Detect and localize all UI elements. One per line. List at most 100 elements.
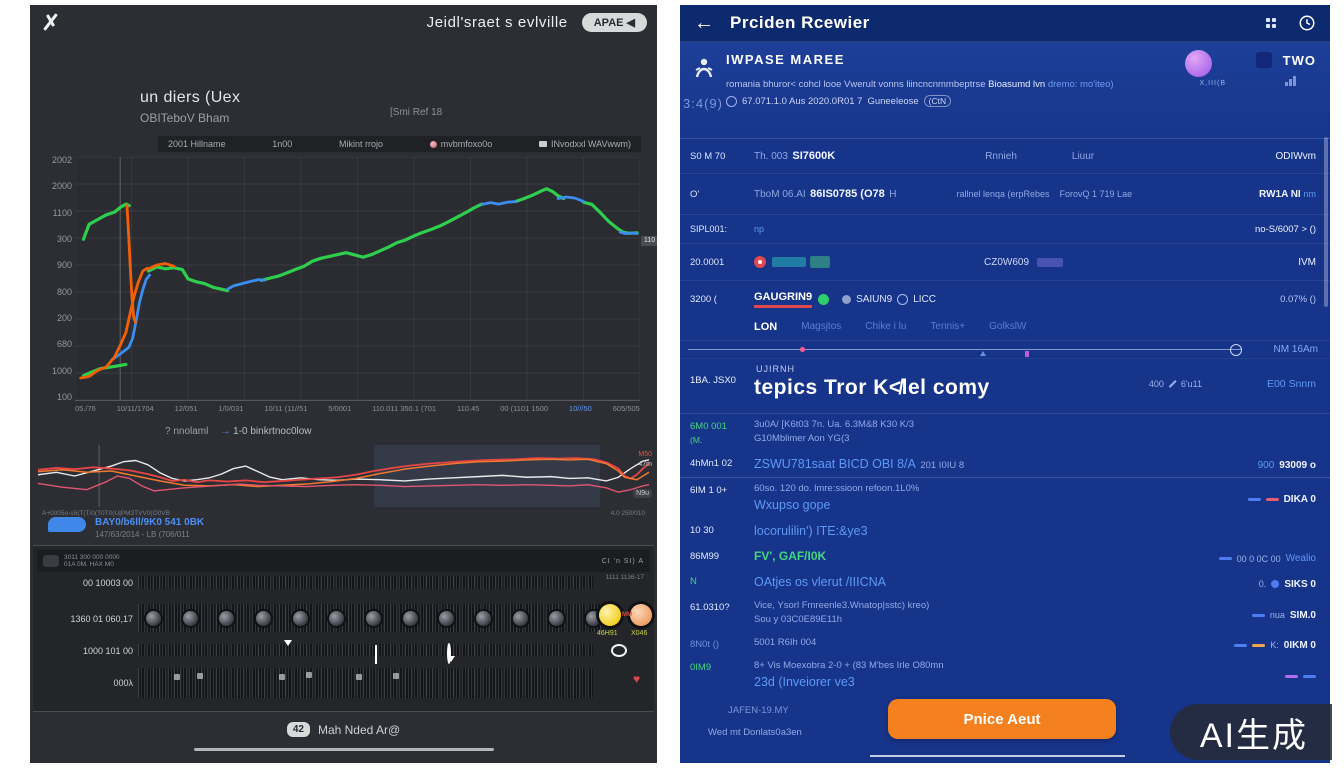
home-indicator[interactable] (193, 748, 494, 751)
sparkline-green (810, 256, 830, 268)
ai-generated-watermark: AI生成 (1169, 704, 1332, 760)
triangle-marker-icon[interactable] (283, 640, 292, 664)
track-2[interactable] (138, 604, 609, 632)
right-header: ← Prciden Rcewier (680, 5, 1330, 42)
yellow-knob-button[interactable] (599, 604, 621, 626)
eye-icon[interactable] (611, 644, 627, 657)
info-row-channels[interactable]: 3200 ( GAUGRIN9 SAIUN9 LICC 0.07% () (680, 281, 1330, 317)
avatar[interactable] (1185, 50, 1212, 77)
history-slider[interactable]: NM 16Am (680, 341, 1330, 359)
count-badge: 42 (286, 722, 310, 737)
mini-bar-blue (1234, 643, 1248, 647)
timeline-header-line2: 01A 0M. HAX M0 (64, 561, 114, 568)
info-row-sparkline[interactable]: 20.0001 CZ0W609 IVM (680, 244, 1330, 281)
charting-app-panel: Jeidl'sraet s evlville APAE ◀ un diers (… (30, 5, 657, 763)
timeline-header-tools[interactable]: CI 'n SI) A (601, 557, 644, 565)
diamond-marker-icon[interactable] (374, 645, 377, 664)
track-label-3: 1000 101 00 (82, 646, 133, 656)
slider-label: NM 16Am (1273, 344, 1318, 355)
toolbar-item-style[interactable]: Mikint rrojo (338, 139, 383, 149)
bookmark-icon[interactable] (1256, 52, 1272, 68)
history-clock-icon[interactable] (1298, 14, 1316, 32)
track-3[interactable] (138, 640, 593, 664)
track-label-2: 1360 01 060,17 (70, 614, 133, 624)
detail-link[interactable]: OAtjes os vlerut /IIICNA (754, 575, 886, 590)
green-status-dot (818, 293, 830, 305)
tab-golkslw[interactable]: GolkslW (989, 321, 1027, 332)
mini-bar-orange (1252, 643, 1266, 647)
price-headline: tepics Tror K≮lel comy (754, 376, 990, 399)
pickaxe-icon[interactable] (40, 12, 60, 32)
chart-toolbar: 2001 Hillname 1n00 Mikint rrojo mvbmfoxo… (158, 136, 641, 152)
clip-dot-icon (197, 673, 204, 679)
toolbar-item-indicator[interactable]: mvbmfoxo0o (429, 139, 492, 149)
mini-bar-blue (1303, 675, 1316, 679)
pen-icon[interactable] (1168, 380, 1177, 388)
chart-ref-label: [Smi Ref 18 (390, 107, 443, 118)
playhead-icon[interactable] (447, 656, 456, 680)
description-link[interactable]: dremo: mo'iteo) (1047, 79, 1114, 90)
knob-icon (182, 610, 198, 626)
yellow-knob-label: 46H91 (597, 630, 618, 637)
footer-note-2: Wed mt Donlats0a3en (708, 727, 802, 738)
price-chart-canvas (75, 157, 640, 400)
toolbar-item-range[interactable]: 2001 Hillname (168, 139, 226, 149)
detail-link[interactable]: 23d (Inveiorer ve3 (754, 674, 855, 689)
orange-knob-label: X046 (631, 630, 648, 637)
apps-grid-icon[interactable] (1266, 18, 1276, 28)
price-alert-button[interactable]: Pnice Aeut (888, 699, 1116, 739)
product-summary[interactable]: 3:4(9) IWPASE MAREE romania bhuror< cohc… (680, 42, 1330, 139)
clip-dot-icon (306, 672, 313, 678)
avatar-dot-icon (842, 294, 852, 304)
legend-item-b[interactable]: 1-0 binkrtnoc0low (233, 426, 312, 437)
product-name: IWPASE MAREE (726, 52, 845, 67)
tab-chike[interactable]: Chike i lu (865, 321, 907, 332)
mode-pill-button[interactable]: APAE ◀ (581, 12, 647, 32)
price-link[interactable]: E00 Snnm (1266, 378, 1316, 390)
product-meta: 67.071.1.0 Aus 2020.0R01 7 Guneeleose (C… (726, 95, 1316, 108)
heart-icon[interactable]: ♥ (633, 672, 641, 686)
info-row-model[interactable]: O' TboM 06.AI 86IS0785 (O78 H rallnel le… (680, 174, 1330, 215)
detail-link[interactable]: ZSWU781saat BICD OBI 8/A (754, 456, 916, 471)
track-1[interactable] (138, 576, 593, 589)
toolbar-item-snapshot[interactable]: INvodxxl WAVwwm) (538, 139, 631, 149)
mini-bar-blue (1247, 498, 1261, 502)
knob-icon (146, 610, 161, 626)
legend-item-a[interactable]: ? nnolaml (165, 426, 209, 437)
knob-icon (585, 610, 601, 626)
indicator-tag-red: M50 (638, 451, 652, 458)
toolbar-item-interval[interactable]: 1n00 (272, 139, 293, 149)
knob-icon (255, 610, 271, 626)
detail-link[interactable]: Wxupso gope (754, 498, 831, 512)
series-tag-legend: BAY0/b6ll/9K0 541 0BK 147/63/2014 - LB (… (48, 517, 204, 539)
category-tabs: LON Magsjtos Chike i lu Tennis+ GolkslW (680, 317, 1330, 341)
scrollbar-thumb[interactable] (1324, 137, 1328, 307)
detail-link[interactable]: locorulilin') ITE:&ye3 (754, 524, 868, 539)
track-label-1: 00 10003 00 (82, 578, 133, 588)
detail-row-4: 86M99 FV', GAF/I0K 00 0 0C 00 Wealio (690, 549, 1316, 565)
knob-icon (219, 610, 235, 626)
knob-icon (292, 610, 308, 626)
clip-icon[interactable] (43, 555, 59, 567)
info-row-stock[interactable]: S0 M 70 Th. 003 SI7600K Rnnieh Liuur ODI… (680, 139, 1330, 174)
indicator-chart (38, 445, 649, 507)
series-name[interactable]: BAY0/b6ll/9K0 541 0BK (95, 517, 205, 528)
knob-icon (549, 610, 565, 626)
tab-tennis[interactable]: Tennis+ (930, 321, 966, 332)
slider-knob[interactable] (1230, 344, 1242, 356)
knob-icon (512, 610, 528, 626)
timeline-timecode: 1111 1136-17 (605, 574, 644, 581)
track-4-waveform[interactable] (138, 656, 593, 698)
back-button[interactable]: ← (694, 12, 714, 34)
main-chart-x-axis: 05./76 10/11/1704 12/051 1/0/031 10/11 (11… (75, 404, 640, 413)
detail-row-0: 6M0 001 (M. 3u0A/ [K6t03 7n. Ua. 6.3M&8 K… (690, 419, 915, 445)
flower-icon (429, 140, 437, 148)
tab-lon[interactable]: LON (754, 321, 778, 333)
tab-magsjtos[interactable]: Magsjtos (801, 321, 842, 332)
info-row-sipl[interactable]: SIPL001: np no-S/6007 > () (680, 215, 1330, 244)
knob-icon (439, 610, 455, 626)
orange-knob-button[interactable] (630, 604, 652, 626)
avatar-caption: X,III(B (1199, 80, 1226, 87)
indicator-axis: A+0005o-s5(T(T/0(T0T0(U|PM3TVV0(O0VB 4.0… (42, 510, 645, 517)
record-indicator: MM (622, 612, 632, 618)
